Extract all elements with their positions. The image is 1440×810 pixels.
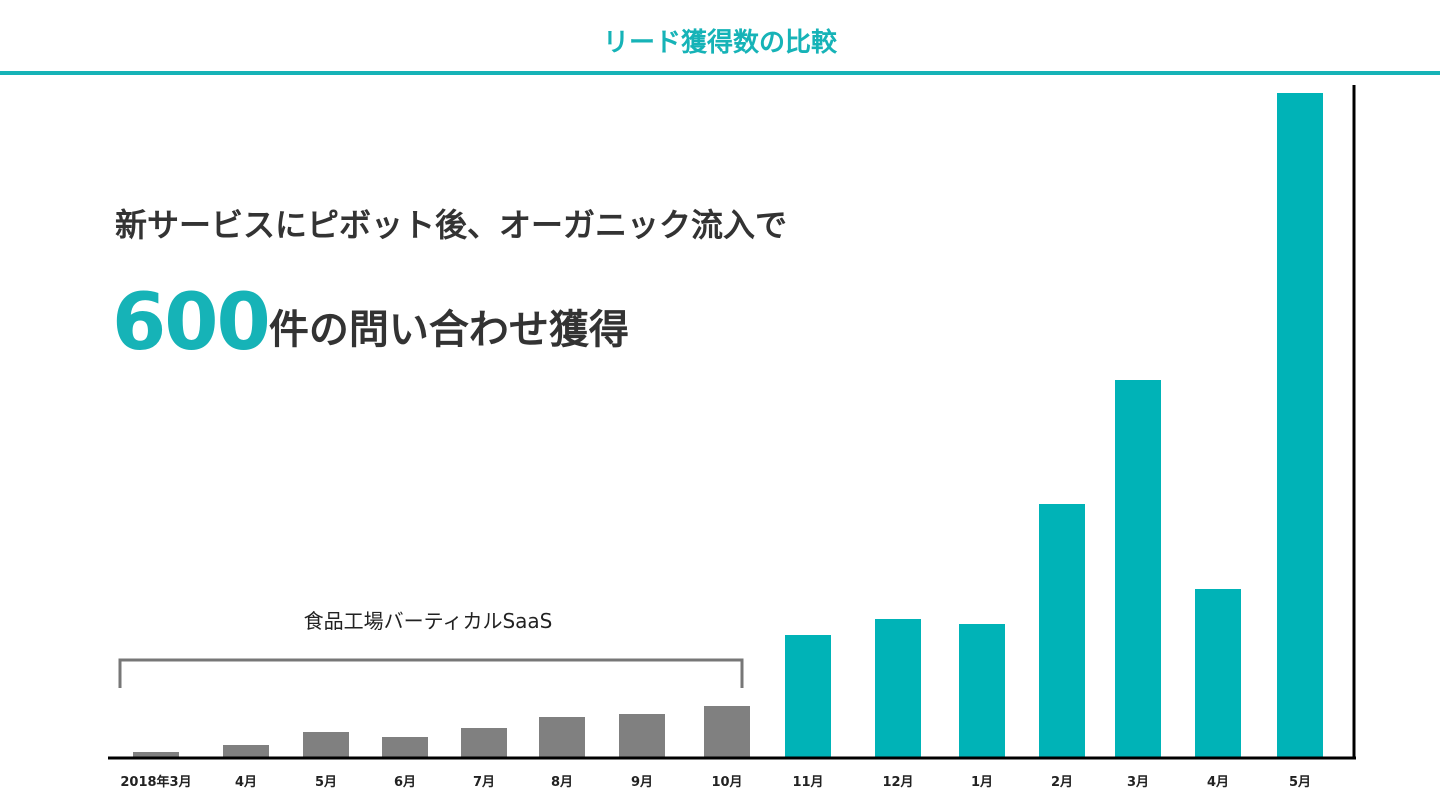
x-tick-label: 8月 bbox=[551, 775, 573, 790]
x-tick-label: 2月 bbox=[1051, 775, 1073, 790]
bar-13 bbox=[1195, 589, 1241, 757]
x-tick-label: 9月 bbox=[631, 775, 653, 790]
bar-6 bbox=[619, 714, 665, 757]
x-tick-label: 6月 bbox=[394, 775, 416, 790]
bar-4 bbox=[461, 728, 507, 757]
bar-1 bbox=[223, 745, 269, 757]
bar-3 bbox=[382, 737, 428, 757]
x-tick-label: 7月 bbox=[473, 775, 495, 790]
bar-11 bbox=[1039, 504, 1085, 757]
x-tick-label: 11月 bbox=[792, 775, 823, 790]
group-label: 食品工場バーティカルSaaS bbox=[304, 609, 553, 633]
x-tick-label: 2018年3月 bbox=[120, 774, 191, 790]
bar-8 bbox=[785, 635, 831, 757]
bar-2 bbox=[303, 732, 349, 757]
highlight-line: 600件の問い合わせ獲得 bbox=[112, 278, 629, 368]
x-tick-label: 10月 bbox=[711, 775, 742, 790]
x-tick-label: 5月 bbox=[315, 775, 337, 790]
bar-0 bbox=[133, 752, 179, 757]
bar-10 bbox=[959, 624, 1005, 757]
x-tick-label: 12月 bbox=[882, 775, 913, 790]
highlight-number: 600 bbox=[112, 278, 271, 368]
x-tick-label: 5月 bbox=[1289, 775, 1311, 790]
group-bracket bbox=[118, 658, 744, 688]
x-tick-label: 3月 bbox=[1127, 775, 1149, 790]
x-tick-label: 1月 bbox=[971, 775, 993, 790]
title-divider bbox=[0, 71, 1440, 75]
x-tick-label: 4月 bbox=[1207, 775, 1229, 790]
slide-title: リード獲得数の比較 bbox=[602, 28, 837, 58]
x-tick-label: 4月 bbox=[235, 775, 257, 790]
bar-12 bbox=[1115, 380, 1161, 757]
bar-14 bbox=[1277, 93, 1323, 757]
headline: 新サービスにピボット後、オーガニック流入で bbox=[115, 206, 788, 244]
bar-5 bbox=[539, 717, 585, 757]
bar-7 bbox=[704, 706, 750, 757]
highlight-text: 件の問い合わせ獲得 bbox=[268, 307, 629, 353]
bar-9 bbox=[875, 619, 921, 757]
